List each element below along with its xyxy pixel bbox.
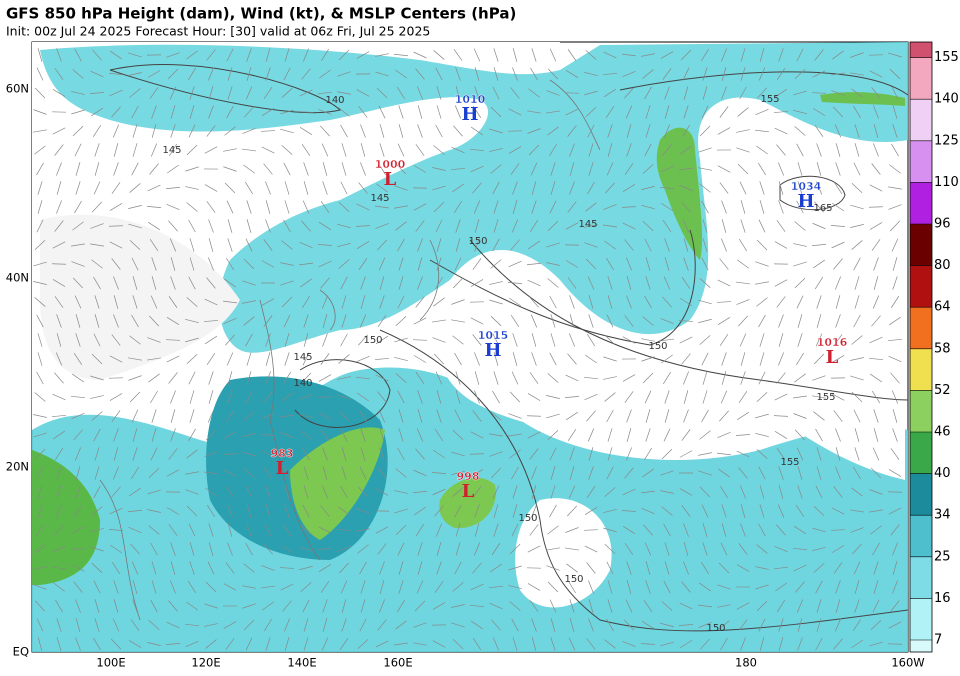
colorbar-band: [910, 58, 932, 100]
center-letter: H: [797, 191, 814, 212]
contour-label: 145: [162, 145, 181, 156]
lon-label: 100E: [96, 656, 125, 670]
colorbar-label: 34: [934, 508, 951, 523]
contour-label: 150: [518, 513, 537, 524]
colorbar-band: [910, 474, 932, 516]
title: GFS 850 hPa Height (dam), Wind (kt), & M…: [6, 5, 516, 23]
colorbar-label: 125: [934, 133, 959, 148]
colorbar-label: 64: [934, 300, 951, 315]
subtitle: Init: 00z Jul 24 2025 Forecast Hour: [30…: [6, 24, 430, 39]
colorbar-label: 140: [934, 92, 959, 107]
contour-label: 140: [325, 95, 344, 106]
colorbar-band: [910, 640, 932, 652]
lon-label: 180: [735, 656, 757, 670]
colorbar-band: [910, 432, 932, 474]
contour-label: 150: [363, 335, 382, 346]
contour-label: 165: [813, 203, 832, 214]
contour-label: 145: [293, 352, 312, 363]
colorbar-band: [910, 99, 932, 141]
center-letter: L: [826, 347, 839, 368]
colorbar-band: [910, 557, 932, 599]
lon-label: 120E: [191, 656, 220, 670]
lat-label: 60N: [6, 82, 29, 96]
colorbar-label: 7: [934, 633, 942, 648]
colorbar-band: [910, 141, 932, 183]
colorbar-band: [910, 515, 932, 557]
colorbar-label: 25: [934, 549, 951, 564]
colorbar-label: 58: [934, 341, 951, 356]
contour-label: 155: [816, 392, 835, 403]
lon-label: 160E: [383, 656, 412, 670]
colorbar-band: [910, 42, 932, 58]
colorbar-band: [910, 182, 932, 224]
lon-label: 140E: [287, 656, 316, 670]
colorbar-label: 16: [934, 591, 951, 606]
colorbar-band: [910, 349, 932, 391]
colorbar-band: [910, 307, 932, 349]
colorbar-label: 46: [934, 425, 951, 440]
lon-label: 160W: [891, 656, 924, 670]
contour-label: 155: [780, 457, 799, 468]
colorbar-band: [910, 598, 932, 640]
contour-label: 140: [293, 378, 312, 389]
center-letter: H: [461, 104, 478, 125]
contour-label: 145: [578, 219, 597, 230]
colorbar: 7 16 25 34 40 46 52 58 64 80 96 110 125 140 155: [910, 42, 959, 652]
lat-label: 20N: [6, 460, 29, 474]
lat-label: EQ: [13, 645, 29, 659]
contour-label: 150: [468, 236, 487, 247]
colorbar-label: 110: [934, 175, 959, 190]
lat-label: 40N: [6, 271, 29, 285]
contour-label: 145: [370, 193, 389, 204]
contour-label: 150: [706, 623, 725, 634]
colorbar-band: [910, 390, 932, 432]
colorbar-label: 155: [934, 50, 959, 65]
contour-label: 150: [648, 341, 667, 352]
center-letter: L: [276, 458, 289, 479]
map: [32, 42, 908, 652]
contour-label: 150: [564, 574, 583, 585]
colorbar-label: 96: [934, 217, 951, 232]
contour-label: 155: [760, 94, 779, 105]
center-letter: H: [484, 340, 501, 361]
colorbar-label: 52: [934, 383, 951, 398]
colorbar-band: [910, 224, 932, 266]
center-letter: L: [384, 169, 397, 190]
colorbar-band: [910, 266, 932, 308]
colorbar-label: 40: [934, 466, 951, 481]
colorbar-label: 80: [934, 258, 951, 273]
center-letter: L: [462, 481, 475, 502]
